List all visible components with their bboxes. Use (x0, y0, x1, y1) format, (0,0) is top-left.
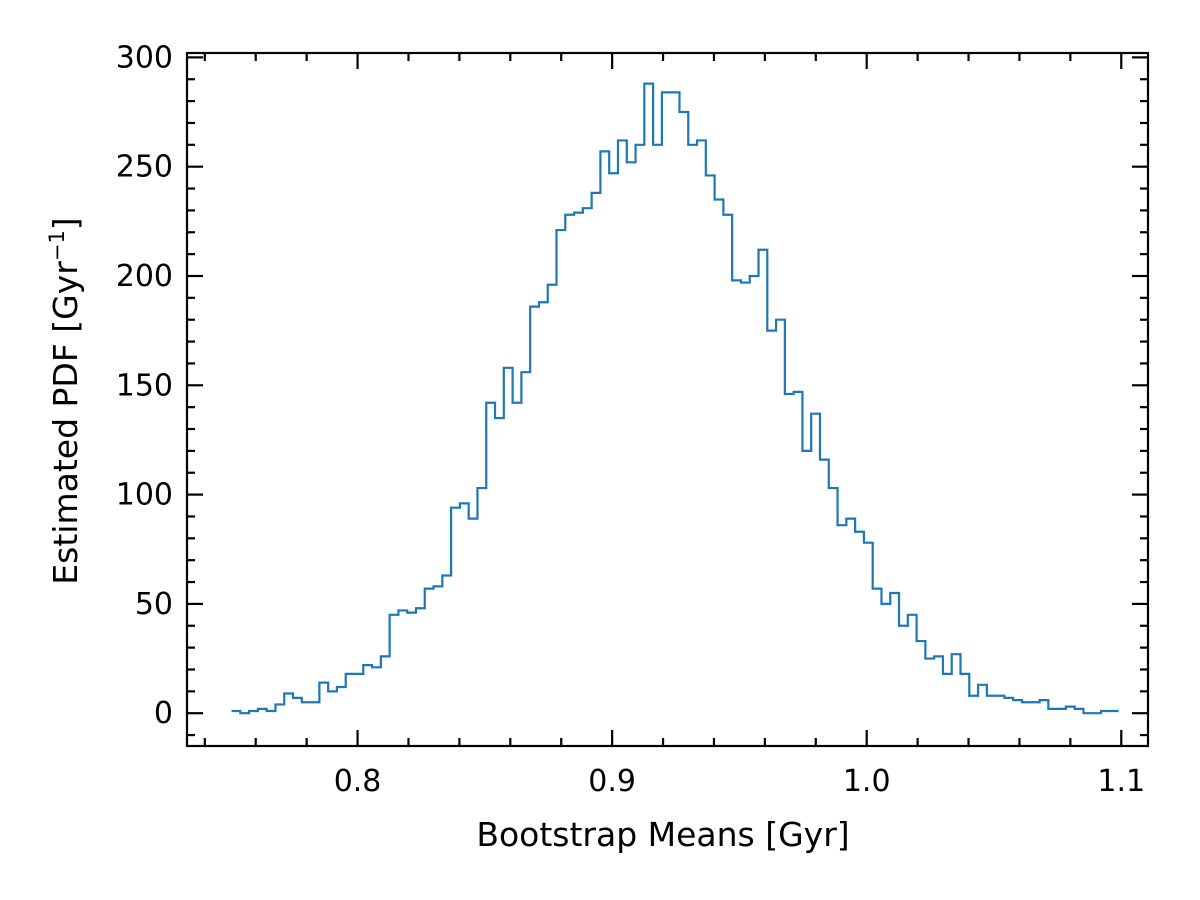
y-tick-label: 0 (154, 696, 173, 731)
y-tick-label: 50 (135, 587, 173, 622)
y-tick-label: 200 (116, 259, 173, 294)
x-tick-label: 1.1 (1097, 764, 1145, 799)
y-axis-label-superscript: −1 (45, 230, 69, 261)
y-tick-label: 150 (116, 368, 173, 403)
axis-ticks (187, 53, 1148, 746)
y-tick-labels: 0 50 100 150 200 250 300 (116, 40, 173, 731)
y-axis-label-close: ] (46, 217, 85, 230)
x-tick-label: 0.8 (334, 764, 382, 799)
x-tick-labels: 0.8 0.9 1.0 1.1 (334, 764, 1145, 799)
x-tick-label: 1.0 (843, 764, 891, 799)
histogram-outline (231, 82, 1119, 715)
y-tick-label: 100 (116, 478, 173, 513)
y-tick-label: 300 (116, 40, 173, 75)
y-tick-label: 250 (116, 150, 173, 185)
x-axis-label: Bootstrap Means [Gyr] (476, 815, 849, 854)
x-tick-label: 0.9 (588, 764, 636, 799)
y-axis-label-main: Estimated PDF [Gyr (46, 261, 85, 585)
plot-frame (185, 51, 1150, 748)
y-axis-label: Estimated PDF [Gyr−1] (45, 217, 85, 584)
